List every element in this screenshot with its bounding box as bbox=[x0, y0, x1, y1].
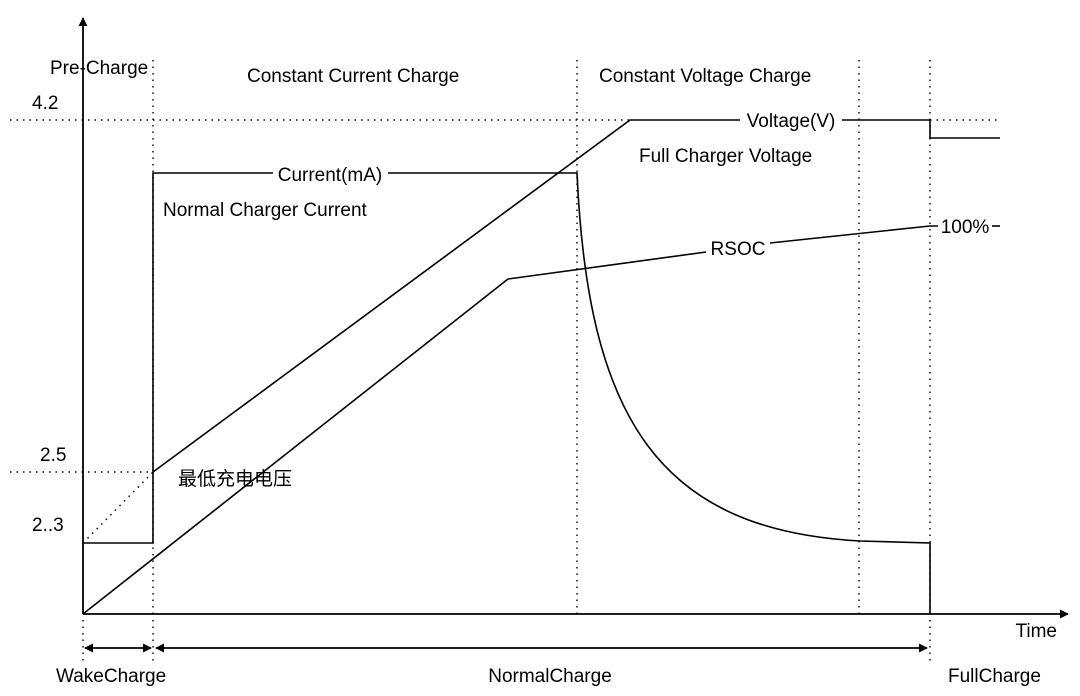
voltage-note: Full Charger Voltage bbox=[639, 146, 812, 167]
y-tick-2-5: 2.5 bbox=[40, 445, 66, 466]
y-tick-2-3: 2..3 bbox=[32, 515, 64, 536]
x-axis-label: Time bbox=[1015, 621, 1057, 642]
rsoc-end-label: 100% bbox=[941, 217, 990, 238]
stage-label-normal: NormalCharge bbox=[488, 666, 612, 687]
current-curve bbox=[83, 172, 931, 614]
stage-label-full: FullCharge bbox=[948, 666, 1041, 687]
min-charge-voltage-label: 最低充电电压 bbox=[178, 468, 292, 490]
voltage-label: Voltage(V) bbox=[747, 111, 836, 132]
phase-label-pre-charge: Pre-Charge bbox=[50, 58, 148, 79]
current-note: Normal Charger Current bbox=[163, 200, 368, 221]
y-tick-4-2: 4.2 bbox=[32, 93, 58, 114]
voltage-curve bbox=[152, 119, 1000, 473]
phase-label-constant-voltage: Constant Voltage Charge bbox=[599, 66, 811, 87]
rsoc-curve bbox=[82, 225, 938, 615]
phase-label-constant-current: Constant Current Charge bbox=[247, 66, 459, 87]
current-label: Current(mA) bbox=[278, 165, 383, 186]
stage-label-wake: WakeCharge bbox=[56, 666, 166, 687]
precharge-voltage-dotted bbox=[82, 471, 154, 544]
rsoc-label: RSOC bbox=[711, 239, 766, 260]
